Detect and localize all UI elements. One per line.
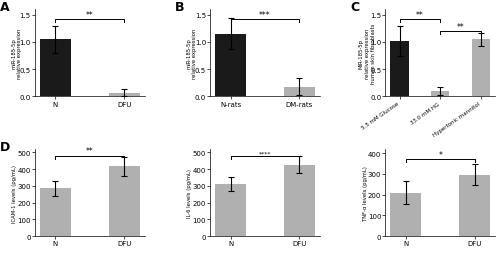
Text: C: C [350, 2, 360, 14]
Bar [390, 42, 408, 97]
Bar [215, 35, 246, 97]
Bar [472, 40, 490, 97]
Bar [459, 175, 490, 236]
Bar [390, 193, 422, 236]
Y-axis label: IL-6 levels (pg/mL): IL-6 levels (pg/mL) [188, 168, 192, 217]
Bar [284, 87, 315, 97]
Bar [108, 93, 140, 97]
Text: **: ** [456, 22, 464, 31]
Text: **: ** [86, 147, 94, 155]
Bar [40, 188, 71, 236]
Text: ****: **** [258, 150, 271, 155]
Text: **: ** [416, 10, 424, 20]
Text: A: A [0, 2, 10, 14]
Text: B: B [175, 2, 184, 14]
Y-axis label: MiR-185-5p
relative expression
human skin fibroblasts: MiR-185-5p relative expression human ski… [359, 24, 376, 84]
Bar [40, 40, 71, 97]
Bar [284, 165, 315, 236]
Text: *: * [438, 150, 442, 159]
Y-axis label: miR-185-5p
relative expression: miR-185-5p relative expression [12, 29, 22, 79]
Bar [215, 184, 246, 236]
Bar [431, 92, 450, 97]
Y-axis label: TNF-α levels (pg/mL): TNF-α levels (pg/mL) [362, 165, 368, 220]
Y-axis label: miR-185-5p
relative expression: miR-185-5p relative expression [186, 29, 198, 79]
Bar [108, 167, 140, 236]
Text: ***: *** [259, 10, 271, 20]
Y-axis label: ICAM-1 levels (pg/mL): ICAM-1 levels (pg/mL) [12, 164, 17, 222]
Text: **: ** [86, 10, 94, 20]
Text: D: D [0, 140, 10, 153]
